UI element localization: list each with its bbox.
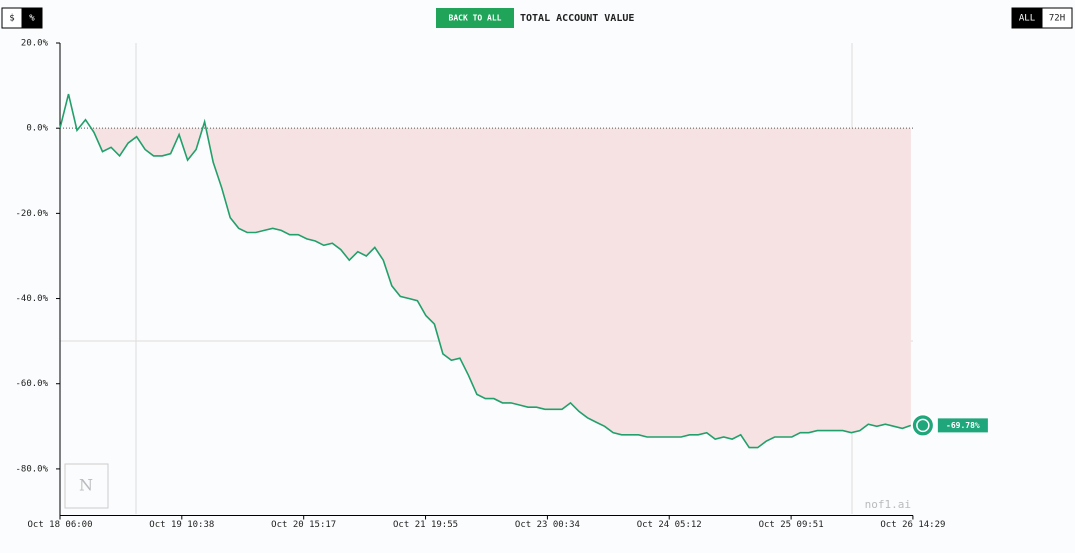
back-button[interactable] [436,8,514,28]
y-tick-label: -20.0% [15,209,48,219]
x-tick-label: Oct 24 05:12 [637,520,702,530]
x-tick-label: Oct 23 00:34 [515,520,580,530]
x-tick-label: Oct 18 06:00 [27,520,92,530]
end-icon-glyph [916,418,930,433]
back-label: BACK TO ALL [449,14,502,23]
x-tick-label: Oct 20 15:17 [271,520,336,530]
logo-mark: N [79,476,93,495]
end-icon [910,413,935,438]
range-label: ALL [1019,14,1035,24]
area-fill [60,128,911,448]
range-72h[interactable] [1041,7,1073,29]
y-tick-label: -40.0% [15,294,48,304]
x-tick-label: Oct 25 09:51 [759,520,824,530]
page-title: TOTAL ACCOUNT VALUE [520,13,634,24]
x-tick-label: Oct 19 10:38 [149,520,214,530]
logo [64,463,109,509]
x-tick-label: Oct 21 19:55 [393,520,458,530]
value-badge [937,418,988,433]
y-tick-label: 20.0% [21,39,49,49]
range-label: 72H [1049,14,1065,24]
toggle-percent[interactable] [21,7,43,29]
value-label: -69.78% [946,421,980,430]
watermark: nof1.ai [865,498,911,511]
y-tick-label: 0.0% [26,124,48,134]
y-tick-label: -80.0% [15,464,48,474]
y-tick-label: -60.0% [15,379,48,389]
line [59,93,912,449]
toggle-label: % [29,14,35,24]
x-tick-label: Oct 26 14:29 [880,520,945,530]
toggle-label: $ [9,14,14,24]
